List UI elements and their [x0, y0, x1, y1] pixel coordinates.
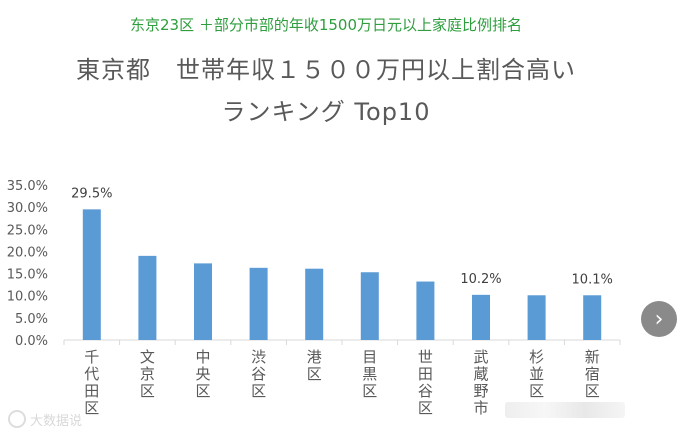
bar — [138, 255, 157, 340]
data-label: 29.5% — [71, 186, 112, 201]
watermark-logo-icon — [8, 410, 26, 428]
x-tick-label: 渋谷区 — [251, 348, 266, 400]
blurred-watermark — [505, 402, 625, 418]
x-tick-label: 武蔵野市 — [473, 348, 488, 417]
y-tick-label: 15.0% — [7, 268, 48, 283]
x-tick-label: 目黒区 — [362, 348, 377, 400]
y-tick-label: 30.0% — [7, 201, 48, 216]
x-tick-label: 中央区 — [195, 348, 210, 400]
chevron-right-icon: › — [654, 306, 664, 332]
y-tick-label: 5.0% — [15, 312, 48, 327]
data-label: 10.1% — [572, 272, 613, 287]
y-tick-label: 20.0% — [7, 245, 48, 260]
x-tick-label: 文京区 — [140, 348, 155, 400]
chart-title-line1: 東京都 世帯年収１５００万円以上割合高い — [76, 56, 576, 84]
bar — [194, 263, 212, 340]
bar — [82, 209, 101, 340]
watermark-text: 大数据说 — [30, 414, 83, 429]
bar — [472, 294, 490, 340]
y-tick-label: 25.0% — [7, 223, 48, 238]
bar — [527, 295, 546, 340]
bar — [416, 281, 435, 340]
watermark: 大数据说 — [8, 410, 82, 429]
y-tick-label: 0.0% — [15, 334, 48, 349]
x-tick-label: 港区 — [307, 348, 322, 383]
chart-title-line2: ランキング Top10 — [221, 98, 431, 126]
x-tick-label: 千代田区 — [84, 348, 99, 417]
bar — [305, 268, 324, 340]
bar — [583, 295, 602, 340]
data-label: 10.2% — [460, 272, 501, 287]
x-tick-label: 世田谷区 — [418, 348, 433, 417]
x-tick-label: 杉並区 — [529, 348, 544, 400]
chart-caption: 东京23区 ＋部分市部的年收1500万日元以上家庭比例排名 — [129, 16, 523, 34]
y-tick-label: 10.0% — [7, 290, 48, 305]
next-arrow-button[interactable]: › — [641, 301, 677, 337]
x-tick-label: 新宿区 — [585, 348, 600, 400]
y-tick-label: 35.0% — [7, 179, 48, 194]
bar — [360, 272, 379, 340]
bar — [249, 267, 268, 340]
